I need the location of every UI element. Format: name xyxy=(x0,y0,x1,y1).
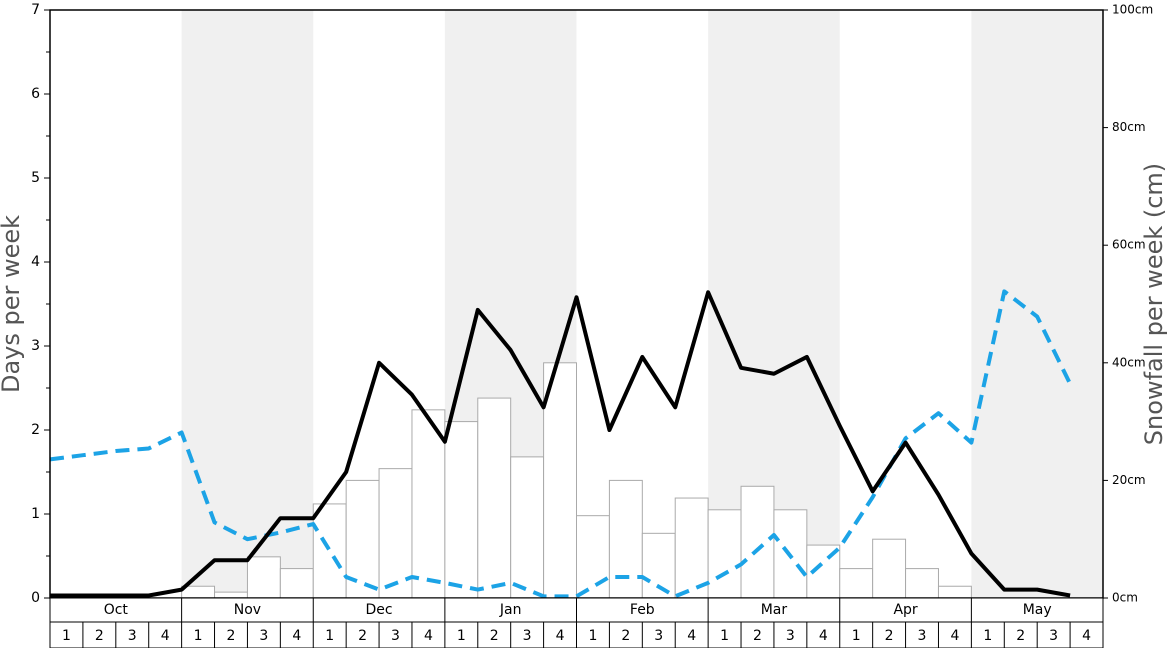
x-tick-label: 3 xyxy=(654,628,663,644)
x-tick-label: 3 xyxy=(259,628,268,644)
month-label: Oct xyxy=(104,602,129,618)
x-tick-label: 2 xyxy=(885,628,894,644)
x-tick-label: 3 xyxy=(786,628,795,644)
x-tick-label: 2 xyxy=(490,628,499,644)
x-tick-label: 1 xyxy=(325,628,334,644)
line xyxy=(50,290,1071,598)
x-tick-label: 3 xyxy=(128,628,137,644)
x-tick-label: 2 xyxy=(95,628,104,644)
month-shade xyxy=(971,10,1103,598)
x-tick-label: 3 xyxy=(523,628,532,644)
x-tick-label: 1 xyxy=(194,628,203,644)
month-label: Nov xyxy=(234,602,261,618)
y2-tick-label: 60cm xyxy=(1112,238,1146,252)
x-tick-label: 4 xyxy=(161,628,170,644)
snowfall-bar xyxy=(608,479,643,599)
x-tick-label: 4 xyxy=(556,628,565,644)
y-tick-label: 2 xyxy=(31,422,40,438)
snowfall-bar xyxy=(279,568,314,599)
x-tick-label: 3 xyxy=(918,628,927,644)
x-tick-label: 2 xyxy=(621,628,630,644)
y-tick-label: 6 xyxy=(31,86,40,102)
y2-tick-label: 0cm xyxy=(1112,591,1138,605)
y-tick-label: 3 xyxy=(31,338,40,354)
y-tick-label: 0 xyxy=(31,590,40,606)
x-tick-label: 1 xyxy=(720,628,729,644)
snowfall-bar xyxy=(312,503,347,599)
x-tick-label: 4 xyxy=(1082,628,1091,644)
x-tick-label: 1 xyxy=(983,628,992,644)
y2-axis-title: Snowfall per week (cm) xyxy=(1140,163,1168,445)
snowfall-bar xyxy=(937,585,972,599)
y2-tick-label: 20cm xyxy=(1112,473,1146,487)
x-tick-label: 2 xyxy=(753,628,762,644)
x-tick-label: 4 xyxy=(687,628,696,644)
y-tick-label: 4 xyxy=(31,254,40,270)
snowfall-bar xyxy=(444,421,479,599)
snowfall-bar xyxy=(576,515,610,599)
background xyxy=(181,10,1103,598)
x-tick-label: 2 xyxy=(358,628,367,644)
x-tick-label: 3 xyxy=(391,628,400,644)
snowfall-bar xyxy=(905,568,939,599)
y2-tick-label: 40cm xyxy=(1112,355,1146,369)
y-tick-label: 7 xyxy=(31,2,40,18)
snowfall-bar xyxy=(839,568,874,599)
y-axis-title: Days per week xyxy=(0,215,25,393)
snowfall-bar xyxy=(674,497,709,599)
month-label: Mar xyxy=(761,602,788,618)
x-tick-label: 1 xyxy=(62,628,71,644)
snowfall-bar xyxy=(181,585,216,599)
x-tick-label: 2 xyxy=(227,628,236,644)
x-tick-label: 1 xyxy=(852,628,861,644)
x-tick-label: 1 xyxy=(457,628,466,644)
y-tick-label: 1 xyxy=(31,506,40,522)
snowfall-bar xyxy=(740,485,775,599)
month-label: Apr xyxy=(893,602,917,618)
snowfall-bar xyxy=(872,538,907,599)
snowfall-bar xyxy=(246,556,281,599)
x-tick-label: 4 xyxy=(292,628,301,644)
month-shade xyxy=(181,10,314,598)
snowfall-bar xyxy=(707,509,742,599)
month-label: Jan xyxy=(499,602,522,618)
snowfall-bar xyxy=(214,591,248,599)
x-tick-label: 4 xyxy=(819,628,828,644)
snowfall-bar xyxy=(477,397,512,599)
month-label: Feb xyxy=(630,602,655,618)
y-tick-label: 5 xyxy=(31,170,40,186)
x-tick-label: 4 xyxy=(424,628,433,644)
x-tick-label: 1 xyxy=(588,628,597,644)
y2-tick-label: 80cm xyxy=(1112,120,1146,134)
month-label: May xyxy=(1023,602,1052,618)
x-tick-label: 2 xyxy=(1016,628,1025,644)
x-tick-label: 3 xyxy=(1049,628,1058,644)
y2-tick-label: 100cm xyxy=(1112,3,1153,17)
x-tick-label: 4 xyxy=(950,628,959,644)
snowfall-bar xyxy=(510,456,545,599)
month-label: Dec xyxy=(366,602,393,618)
snowfall-bar xyxy=(543,362,577,599)
